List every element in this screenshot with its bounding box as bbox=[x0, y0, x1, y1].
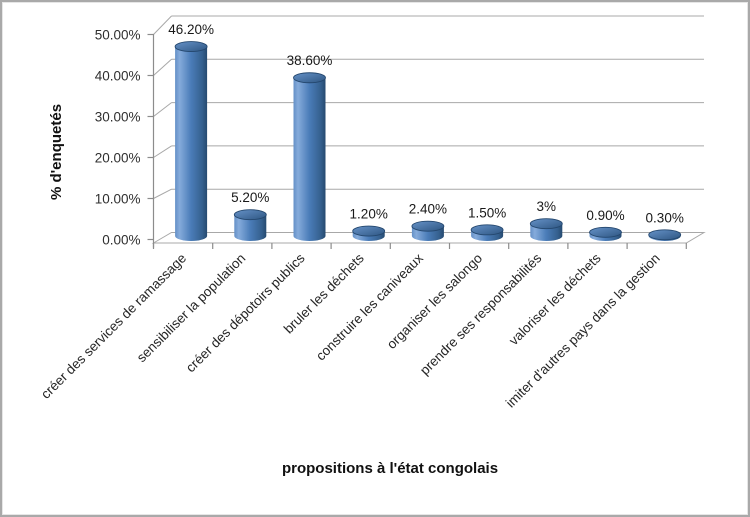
bar-cylinder-body bbox=[175, 46, 208, 241]
bar-cylinder-top bbox=[233, 209, 267, 221]
bar-cylinder-body bbox=[293, 77, 326, 242]
category-label: sensibiliser la population bbox=[134, 251, 249, 366]
gridline-depth-connector bbox=[153, 15, 172, 35]
bar-data-label: 1.20% bbox=[350, 207, 388, 222]
bar-data-label: 3% bbox=[537, 199, 557, 214]
bar-cylinder-top bbox=[648, 229, 682, 241]
bar-cylinder-top bbox=[352, 225, 386, 237]
category-label: créer des dépotoirs publics bbox=[183, 250, 308, 375]
bar-cylinder-top bbox=[470, 224, 504, 236]
y-tick-label: 0.00% bbox=[102, 232, 140, 247]
bar-data-label: 1.50% bbox=[468, 205, 506, 220]
y-axis-title: % d'enquetés bbox=[48, 104, 65, 200]
bar-data-label: 0.90% bbox=[586, 208, 624, 223]
gridline-depth-connector bbox=[153, 102, 172, 117]
x-axis-title: propositions à l'état congolais bbox=[282, 460, 498, 477]
bar-data-label: 2.40% bbox=[409, 202, 447, 217]
bar-cylinder-top bbox=[529, 218, 563, 230]
category-label: construire les caniveaux bbox=[313, 250, 426, 363]
y-tick-label: 40.00% bbox=[95, 68, 141, 83]
y-tick-label: 50.00% bbox=[95, 27, 141, 42]
bar-cylinder-top bbox=[411, 220, 445, 232]
bar-data-label: 5.20% bbox=[231, 190, 269, 205]
gridline-depth-connector bbox=[153, 145, 172, 158]
bar-data-label: 38.60% bbox=[287, 53, 333, 68]
bar-data-label: 46.20% bbox=[168, 22, 214, 37]
chart-render-root: 0.00% 10.00% 20.00% 30.00% 40.00% 50.00% 46.20… bbox=[38, 15, 706, 410]
y-tick-label: 30.00% bbox=[95, 109, 141, 124]
gridline-depth-connector bbox=[153, 58, 172, 76]
bar-data-label: 0.30% bbox=[646, 210, 684, 225]
bar-cylinder-top bbox=[589, 226, 622, 238]
y-tick-label: 10.00% bbox=[95, 191, 141, 206]
y-tick-label: 20.00% bbox=[95, 150, 141, 165]
bar-cylinder-top bbox=[174, 41, 208, 53]
bar-cylinder-body bbox=[234, 214, 267, 241]
bar-cylinder-top bbox=[293, 72, 326, 84]
gridline-depth-connector bbox=[153, 188, 172, 199]
category-label: prendre ses responsabilités bbox=[417, 250, 545, 378]
